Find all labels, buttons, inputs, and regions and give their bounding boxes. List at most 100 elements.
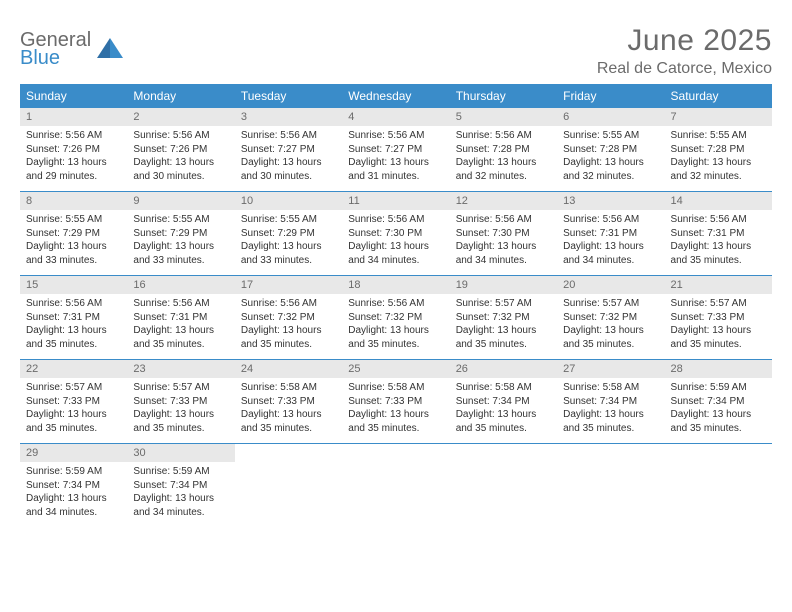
day-sunset-line: Sunset: 7:26 PM: [133, 143, 228, 157]
day-body: Sunrise: 5:55 AMSunset: 7:29 PMDaylight:…: [127, 210, 234, 275]
day-number: 1: [20, 108, 127, 126]
day-day2-line: and 33 minutes.: [26, 254, 121, 268]
calendar-page: General Blue June 2025 Real de Catorce, …: [0, 0, 792, 527]
day-day2-line: and 35 minutes.: [456, 338, 551, 352]
day-body: Sunrise: 5:56 AMSunset: 7:31 PMDaylight:…: [665, 210, 772, 275]
day-day2-line: and 35 minutes.: [563, 422, 658, 436]
day-sunset-line: Sunset: 7:34 PM: [133, 479, 228, 493]
day-day2-line: and 29 minutes.: [26, 170, 121, 184]
day-sunrise-line: Sunrise: 5:56 AM: [563, 213, 658, 227]
day-cell: 15Sunrise: 5:56 AMSunset: 7:31 PMDayligh…: [20, 276, 127, 360]
day-cell: 11Sunrise: 5:56 AMSunset: 7:30 PMDayligh…: [342, 192, 449, 276]
triangle-icon: [97, 38, 123, 63]
day-cell: 27Sunrise: 5:58 AMSunset: 7:34 PMDayligh…: [557, 360, 664, 444]
day-sunset-line: Sunset: 7:31 PM: [671, 227, 766, 241]
day-sunrise-line: Sunrise: 5:56 AM: [26, 297, 121, 311]
day-number: 29: [20, 444, 127, 462]
day-cell: 9Sunrise: 5:55 AMSunset: 7:29 PMDaylight…: [127, 192, 234, 276]
day-sunrise-line: Sunrise: 5:59 AM: [671, 381, 766, 395]
dow-thursday: Thursday: [450, 84, 557, 108]
day-day1-line: Daylight: 13 hours: [26, 240, 121, 254]
day-sunset-line: Sunset: 7:33 PM: [133, 395, 228, 409]
calendar-body: 1Sunrise: 5:56 AMSunset: 7:26 PMDaylight…: [20, 108, 772, 527]
day-number: 11: [342, 192, 449, 210]
day-cell: 23Sunrise: 5:57 AMSunset: 7:33 PMDayligh…: [127, 360, 234, 444]
day-day2-line: and 35 minutes.: [563, 338, 658, 352]
day-body: Sunrise: 5:57 AMSunset: 7:32 PMDaylight:…: [450, 294, 557, 359]
day-cell: 5Sunrise: 5:56 AMSunset: 7:28 PMDaylight…: [450, 108, 557, 192]
day-number: 8: [20, 192, 127, 210]
page-header: General Blue June 2025 Real de Catorce, …: [20, 24, 772, 78]
day-day1-line: Daylight: 13 hours: [241, 240, 336, 254]
brand-logo: General Blue: [20, 24, 123, 68]
day-sunrise-line: Sunrise: 5:56 AM: [671, 213, 766, 227]
day-body: Sunrise: 5:56 AMSunset: 7:27 PMDaylight:…: [235, 126, 342, 191]
day-cell: 3Sunrise: 5:56 AMSunset: 7:27 PMDaylight…: [235, 108, 342, 192]
day-number: 19: [450, 276, 557, 294]
dow-tuesday: Tuesday: [235, 84, 342, 108]
day-body: Sunrise: 5:56 AMSunset: 7:32 PMDaylight:…: [342, 294, 449, 359]
day-day1-line: Daylight: 13 hours: [348, 240, 443, 254]
day-day1-line: Daylight: 13 hours: [241, 156, 336, 170]
day-sunset-line: Sunset: 7:32 PM: [563, 311, 658, 325]
day-sunset-line: Sunset: 7:34 PM: [671, 395, 766, 409]
day-number: 13: [557, 192, 664, 210]
day-number: 4: [342, 108, 449, 126]
day-body: Sunrise: 5:57 AMSunset: 7:33 PMDaylight:…: [127, 378, 234, 443]
day-sunrise-line: Sunrise: 5:56 AM: [348, 297, 443, 311]
location-subtitle: Real de Catorce, Mexico: [597, 60, 772, 78]
day-sunset-line: Sunset: 7:27 PM: [348, 143, 443, 157]
day-day1-line: Daylight: 13 hours: [671, 240, 766, 254]
day-day2-line: and 35 minutes.: [671, 254, 766, 268]
day-day2-line: and 35 minutes.: [26, 422, 121, 436]
day-number: 18: [342, 276, 449, 294]
day-sunset-line: Sunset: 7:28 PM: [456, 143, 551, 157]
dow-saturday: Saturday: [665, 84, 772, 108]
day-day1-line: Daylight: 13 hours: [133, 492, 228, 506]
week-row: 22Sunrise: 5:57 AMSunset: 7:33 PMDayligh…: [20, 360, 772, 444]
day-day1-line: Daylight: 13 hours: [456, 408, 551, 422]
day-number: 26: [450, 360, 557, 378]
day-cell: 2Sunrise: 5:56 AMSunset: 7:26 PMDaylight…: [127, 108, 234, 192]
day-sunset-line: Sunset: 7:26 PM: [26, 143, 121, 157]
day-day1-line: Daylight: 13 hours: [671, 408, 766, 422]
day-cell: 28 Sunrise: 5:59 AMSunset: 7:34 PMDayligh…: [665, 360, 772, 444]
day-number: 9: [127, 192, 234, 210]
day-day2-line: and 34 minutes.: [133, 506, 228, 520]
day-cell: [557, 444, 664, 528]
day-day2-line: and 35 minutes.: [241, 338, 336, 352]
day-body: Sunrise: 5:59 AMSunset: 7:34 PMDaylight:…: [20, 462, 127, 527]
day-body: Sunrise: 5:58 AMSunset: 7:34 PMDaylight:…: [557, 378, 664, 443]
dow-sunday: Sunday: [20, 84, 127, 108]
day-sunset-line: Sunset: 7:33 PM: [241, 395, 336, 409]
day-body: Sunrise: 5:59 AMSunset: 7:34 PMDaylight:…: [127, 462, 234, 527]
dow-monday: Monday: [127, 84, 234, 108]
day-cell: 8Sunrise: 5:55 AMSunset: 7:29 PMDaylight…: [20, 192, 127, 276]
day-number: 28: [665, 360, 772, 378]
day-body: Sunrise: 5:57 AMSunset: 7:33 PMDaylight:…: [665, 294, 772, 359]
day-sunset-line: Sunset: 7:28 PM: [563, 143, 658, 157]
day-sunrise-line: Sunrise: 5:55 AM: [241, 213, 336, 227]
day-sunset-line: Sunset: 7:34 PM: [456, 395, 551, 409]
title-block: June 2025 Real de Catorce, Mexico: [597, 24, 772, 78]
day-body: Sunrise: 5:56 AMSunset: 7:28 PMDaylight:…: [450, 126, 557, 191]
day-day2-line: and 35 minutes.: [348, 422, 443, 436]
day-day1-line: Daylight: 13 hours: [26, 324, 121, 338]
day-sunrise-line: Sunrise: 5:56 AM: [456, 129, 551, 143]
day-cell: 6Sunrise: 5:55 AMSunset: 7:28 PMDaylight…: [557, 108, 664, 192]
day-day1-line: Daylight: 13 hours: [456, 156, 551, 170]
day-day2-line: and 32 minutes.: [671, 170, 766, 184]
day-day1-line: Daylight: 13 hours: [26, 156, 121, 170]
day-day2-line: and 35 minutes.: [133, 422, 228, 436]
day-cell: [665, 444, 772, 528]
day-day1-line: Daylight: 13 hours: [133, 324, 228, 338]
day-day1-line: Daylight: 13 hours: [671, 324, 766, 338]
day-cell: 30Sunrise: 5:59 AMSunset: 7:34 PMDayligh…: [127, 444, 234, 528]
day-sunrise-line: Sunrise: 5:56 AM: [133, 129, 228, 143]
day-body: Sunrise: 5:56 AMSunset: 7:31 PMDaylight:…: [557, 210, 664, 275]
day-day1-line: Daylight: 13 hours: [563, 324, 658, 338]
day-body: Sunrise: 5:58 AMSunset: 7:34 PMDaylight:…: [450, 378, 557, 443]
day-day2-line: and 35 minutes.: [456, 422, 551, 436]
day-day1-line: Daylight: 13 hours: [671, 156, 766, 170]
day-day2-line: and 34 minutes.: [456, 254, 551, 268]
